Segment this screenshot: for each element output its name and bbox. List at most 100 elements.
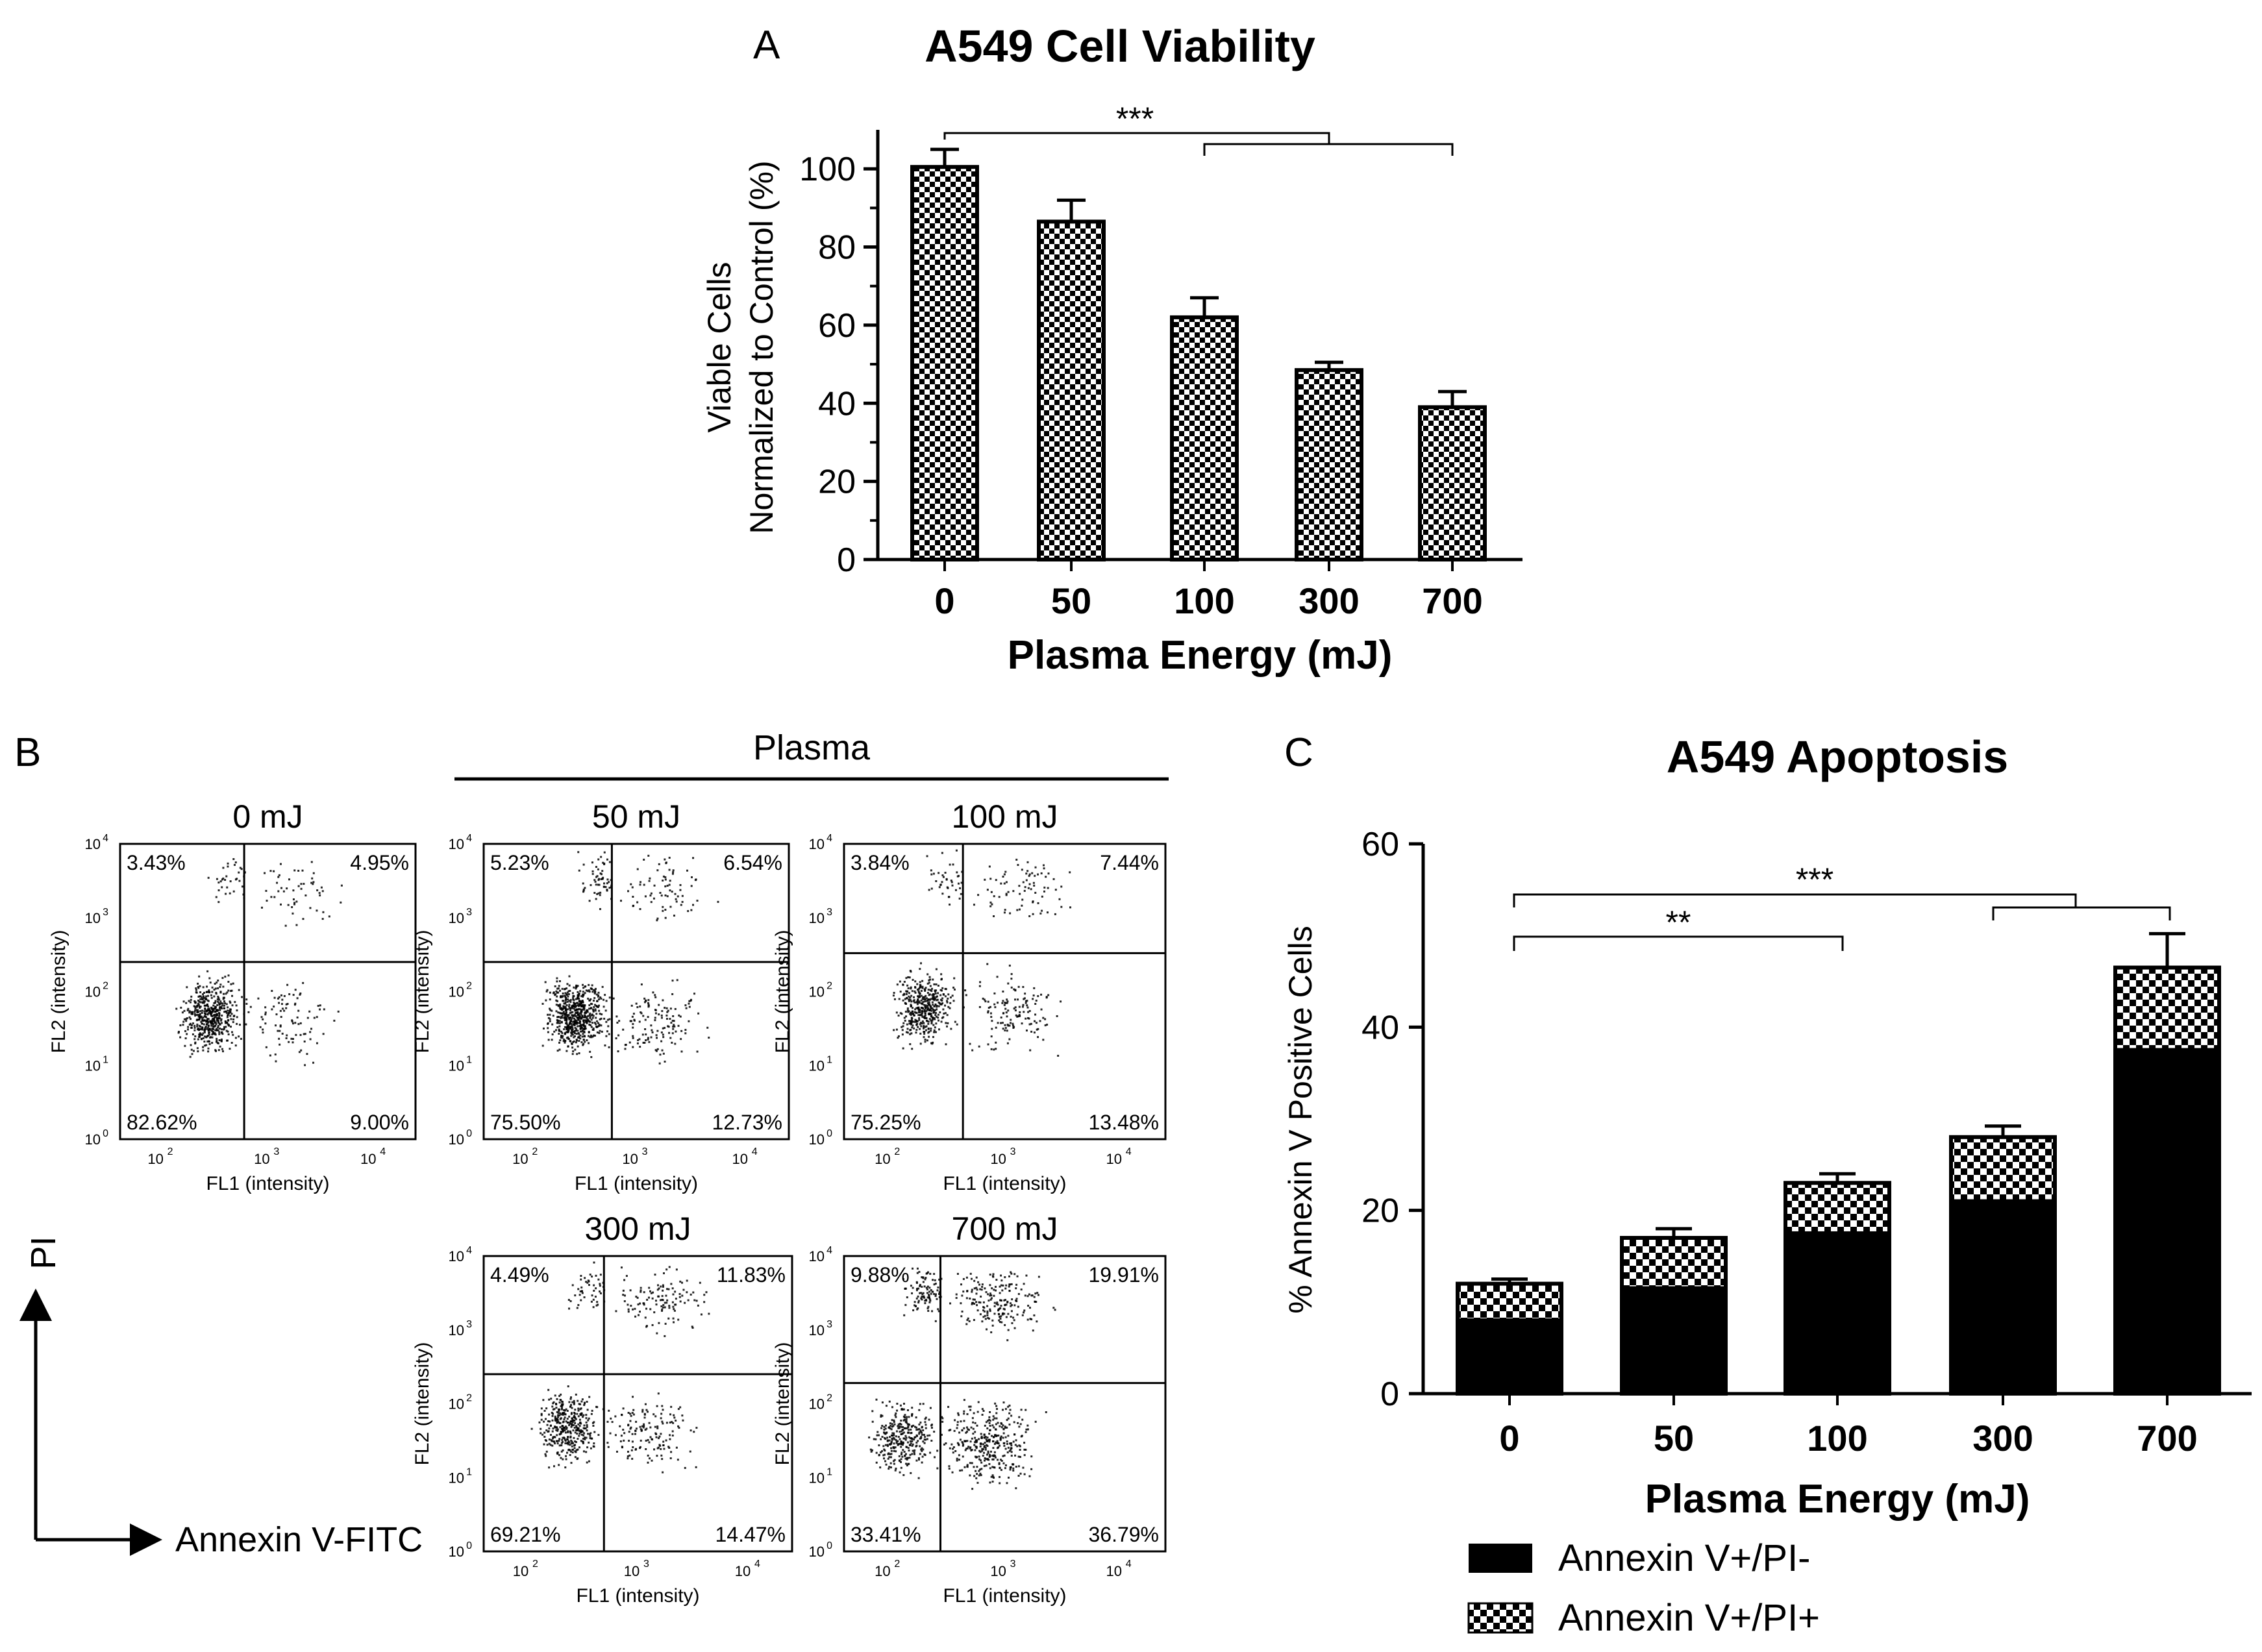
flow-event-dot [986,889,989,891]
flow-event-dot [201,1022,203,1025]
flow-event-dot [284,924,287,927]
chart-a-ylabel-line1: Viable Cells [701,262,738,432]
flow-event-dot [555,1426,558,1429]
flow-event-dot [565,1408,567,1411]
flow-event-dot [194,1005,197,1008]
flow-event-dot [958,1454,960,1457]
flow-event-dot [203,1023,205,1026]
flow-event-dot [1013,1421,1015,1424]
flow-event-dot [558,1401,561,1404]
flow-event-dot [660,1454,663,1457]
flow-event-dot [928,1035,930,1038]
flow-event-dot [566,1009,568,1011]
flow-xtick-exponent: 4 [1126,1146,1132,1157]
flow-quadrant-ll-percent: 69.21% [490,1523,561,1546]
flow-event-dot [586,1017,588,1020]
flow-event-dot [1010,1283,1013,1285]
flow-plot-title: 700 mJ [952,1211,1058,1247]
flow-event-dot [273,1005,275,1008]
flow-event-dot [635,1002,638,1005]
flow-event-dot [992,1440,995,1442]
flow-event-dot [569,1432,572,1435]
flow-event-dot [199,1010,202,1013]
flow-event-dot [552,1408,554,1411]
pi-arrow-label: PI [24,1236,63,1269]
flow-event-dot [198,1035,201,1038]
flow-event-dot [569,1435,572,1438]
flow-event-dot [910,986,912,989]
flow-event-dot [883,1428,886,1431]
flow-event-dot [903,1314,906,1316]
flow-event-dot [1000,1017,1002,1019]
flow-event-dot [884,1460,887,1462]
flow-event-dot [546,989,549,991]
flow-event-dot [994,1456,997,1459]
flow-event-dot [925,1004,927,1007]
flow-event-dot [223,1011,226,1013]
flow-event-dot [1028,1017,1030,1020]
flow-event-dot [575,1429,578,1431]
flow-event-dot [578,1435,580,1437]
flow-event-dot [187,1007,190,1010]
flow-event-dot [982,1448,984,1451]
flow-event-dot [993,1443,996,1446]
chart-c-bar-pi-positive [1949,1135,2057,1203]
flow-event-dot [940,1433,943,1436]
flow-event-dot [558,1408,561,1411]
flow-event-dot [980,1433,982,1435]
flow-event-dot [551,1444,554,1447]
flow-event-dot [671,993,674,996]
flow-event-dot [216,981,218,984]
flow-event-dot [203,1004,206,1007]
flow-event-dot [600,878,603,880]
flow-event-dot [672,1028,675,1030]
flow-event-dot [661,1420,664,1423]
flow-event-dot [692,857,695,859]
flow-event-dot [910,1425,913,1428]
flow-event-dot [194,1042,197,1045]
flow-event-dot [989,1005,991,1008]
flow-event-dot [664,858,666,861]
flow-event-dot [901,1451,903,1454]
flow-event-dot [217,987,219,990]
flow-xtick-label: 10 [875,1151,890,1167]
flow-event-dot [1032,900,1034,903]
flow-event-dot [1025,1431,1027,1433]
flow-event-dot [989,1310,991,1313]
flow-event-dot [962,1277,965,1280]
flow-event-dot [999,1425,1001,1427]
flow-event-dot [930,1427,933,1429]
flow-event-dot [921,1426,923,1429]
flow-event-dot [930,1009,933,1012]
flow-event-dot [596,875,599,878]
flow-event-dot [1042,864,1045,867]
flow-event-dot [982,1443,985,1446]
flow-event-dot [200,1020,203,1023]
flow-event-dot [949,1302,952,1305]
flow-event-dot [1007,1009,1010,1012]
flow-event-dot [921,1449,923,1452]
flow-event-dot [684,1466,686,1469]
flow-event-dot [210,994,212,996]
flow-event-dot [573,1035,576,1038]
flow-event-dot [205,1026,207,1028]
flow-event-dot [232,857,235,860]
flow-event-dot [585,1414,588,1416]
flow-event-dot [908,995,910,998]
flow-event-dot [197,1009,199,1011]
flow-event-dot [184,1044,186,1047]
flow-event-dot [572,1030,575,1033]
flow-event-dot [910,1021,913,1024]
flow-event-dot [570,1425,573,1428]
flow-event-dot [555,1029,558,1031]
flow-event-dot [577,998,579,1000]
flow-event-dot [915,1024,918,1026]
flow-event-dot [900,1453,902,1456]
flow-event-dot [218,1033,221,1035]
flow-event-dot [573,1020,575,1022]
flow-event-dot [1005,881,1008,883]
flow-event-dot [897,1037,899,1039]
flow-event-dot [222,992,225,995]
flow-event-dot [594,987,597,990]
flow-event-dot [597,1006,599,1009]
